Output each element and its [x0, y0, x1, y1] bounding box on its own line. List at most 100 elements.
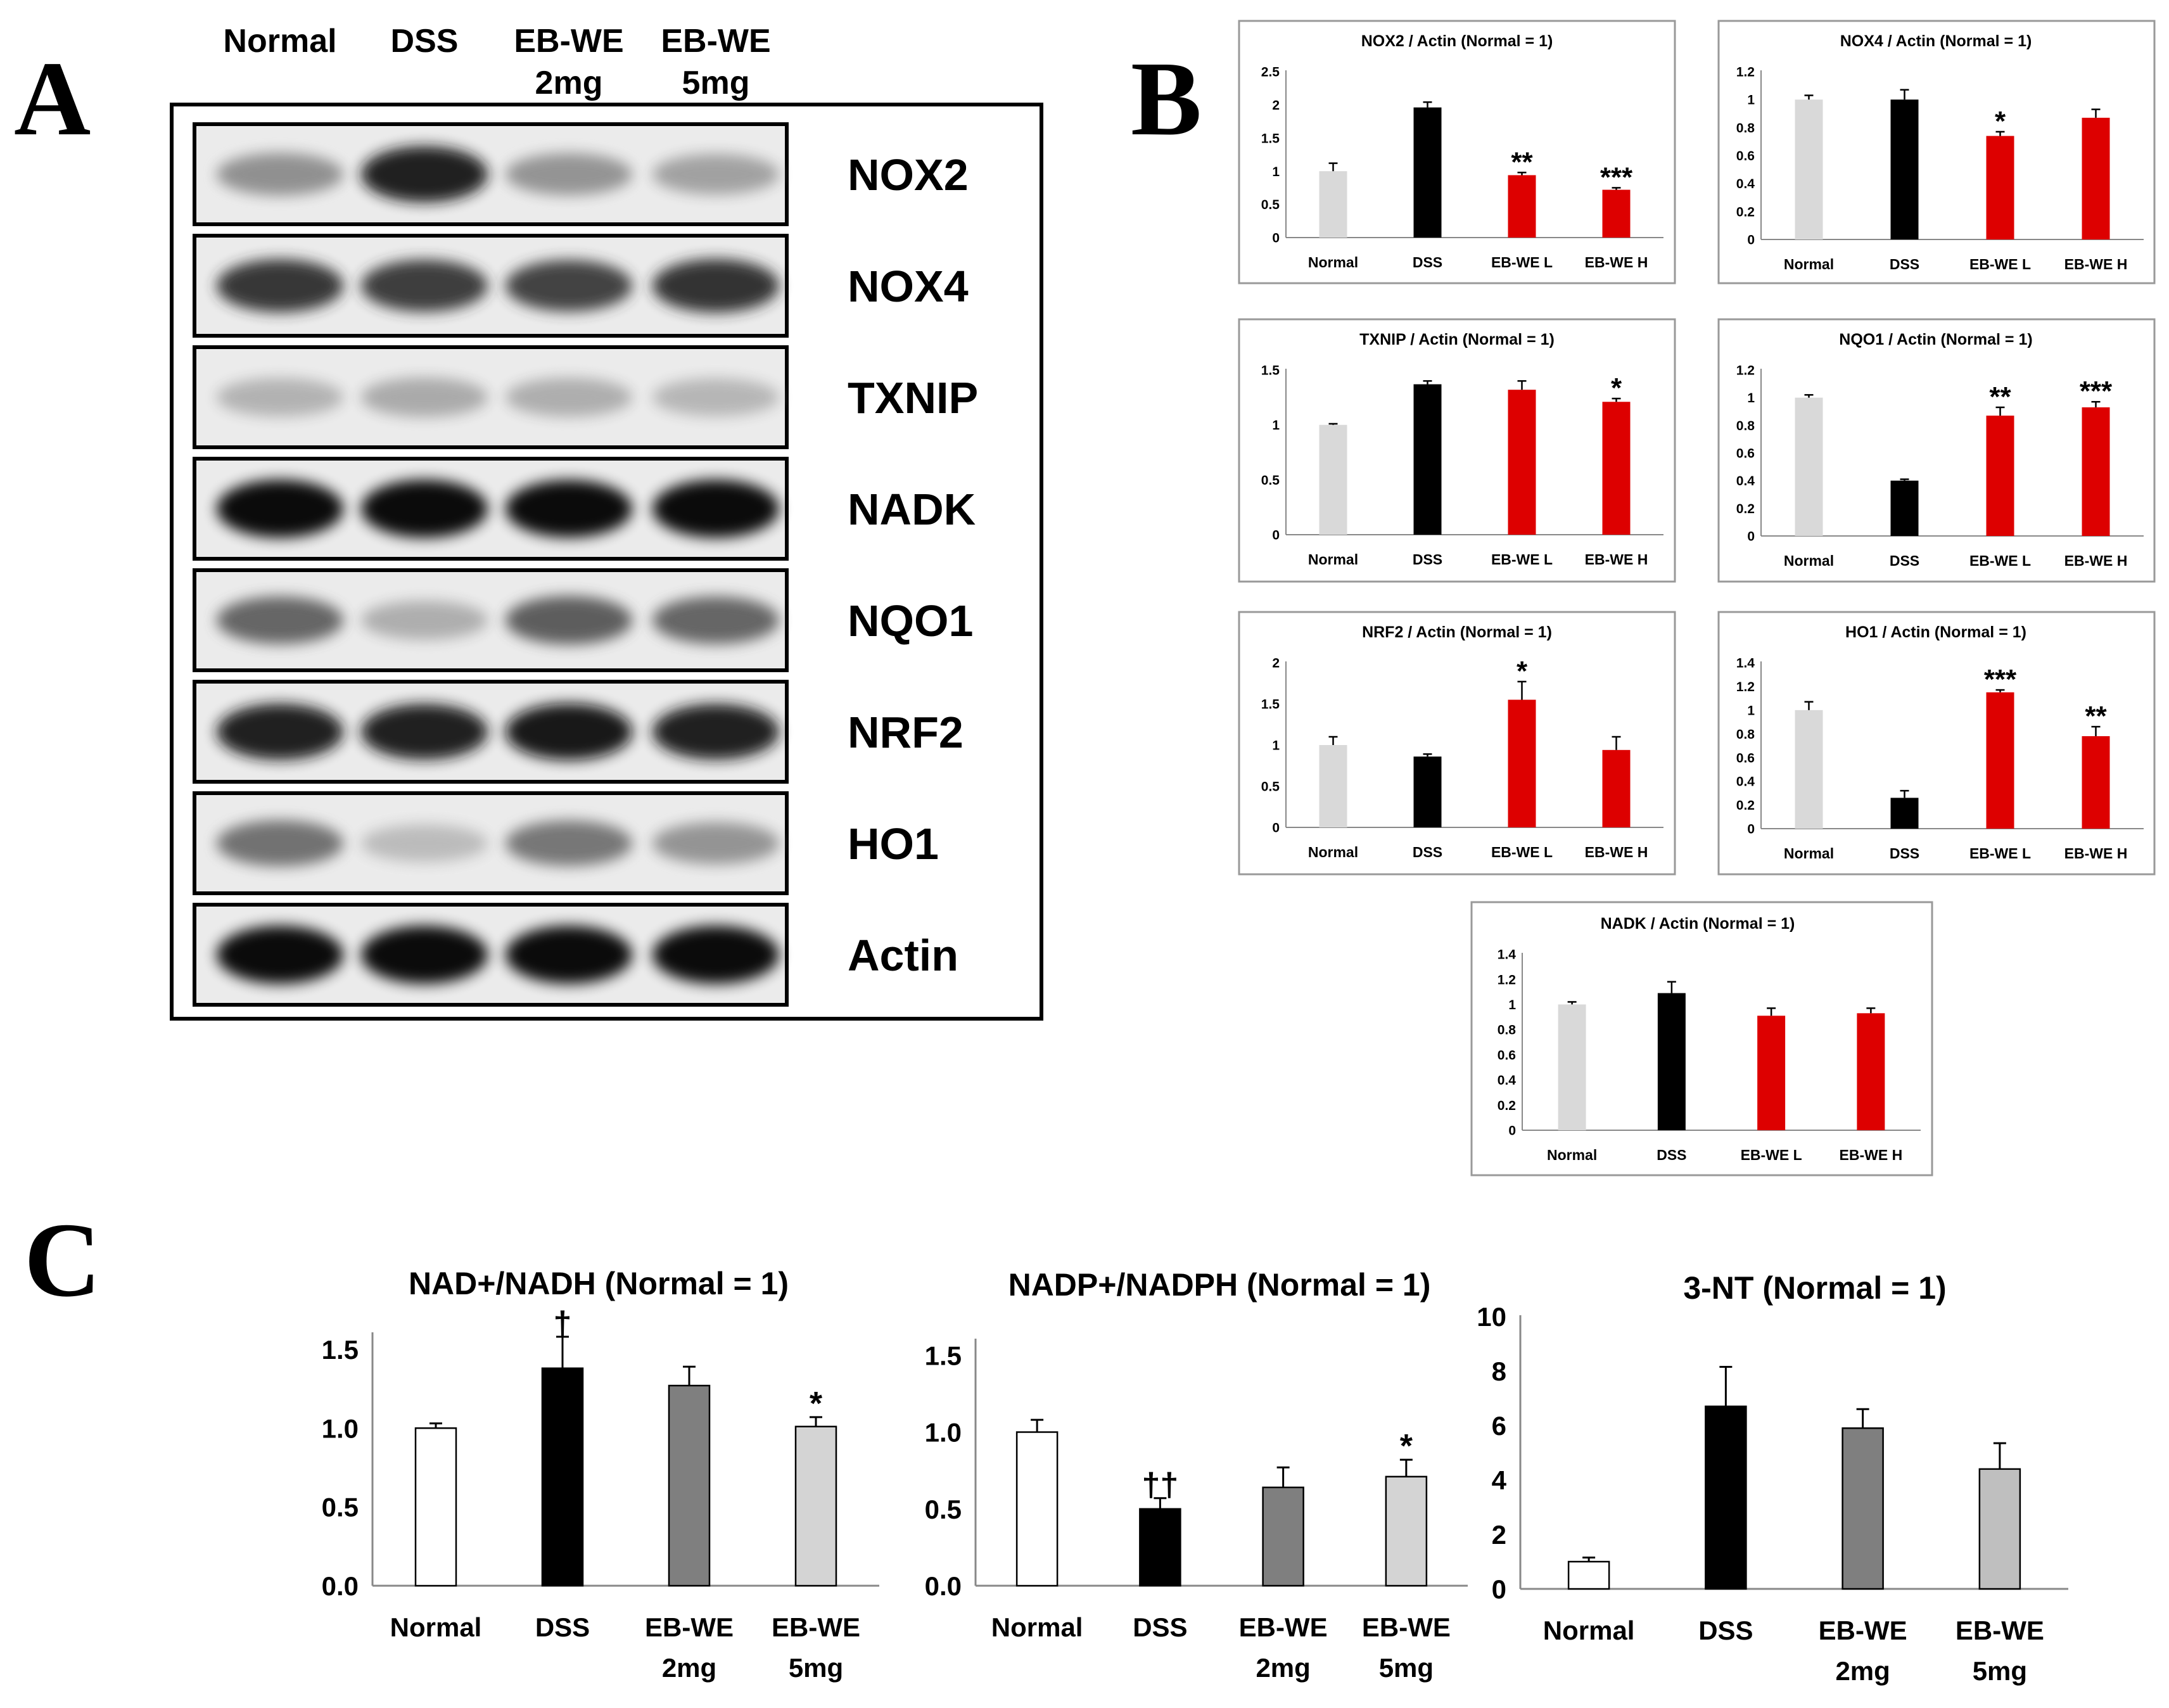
protein-label-txnip: TXNIP [848, 373, 978, 423]
band-nadk-lane-3 [652, 480, 779, 538]
chart-title-nad-nadh-normal-1: NAD+/NADH (Normal = 1) [409, 1266, 789, 1301]
significance-nadp-nadph-normal-1-1: †† [1142, 1467, 1178, 1503]
band-txnip-lane-1 [361, 377, 488, 417]
band-txnip-lane-3 [652, 378, 779, 416]
category-label-nadp-nadph-normal-1-2-1: 2mg [1256, 1653, 1310, 1683]
chart-title-nox2-actin-normal-1: NOX2 / Actin (Normal = 1) [1361, 32, 1553, 50]
protein-label-ho1: HO1 [848, 819, 939, 869]
bar-ho1-actin-normal-1-1 [1890, 798, 1919, 829]
category-label-nadp-nadph-normal-1-3-0: EB-WE [1362, 1612, 1451, 1642]
significance-txnip-actin-normal-1-3: * [1611, 373, 1622, 404]
y-tick-label-nox4-actin-normal-1-0: 0 [1747, 233, 1755, 248]
y-tick-label-3-nt-normal-1-1: 2 [1492, 1520, 1506, 1550]
band-nqo1-lane-1 [361, 601, 488, 640]
chart-frame-nqo1-actin-normal-1 [1717, 318, 2156, 583]
bar-nox4-actin-normal-1-3 [2082, 117, 2110, 239]
band-ho1-lane-1 [361, 824, 488, 862]
y-tick-label-nqo1-actin-normal-1-4: 0.8 [1736, 419, 1755, 433]
chart-title-nadp-nadph-normal-1: NADP+/NADPH (Normal = 1) [1008, 1267, 1431, 1303]
band-nox4-lane-3 [652, 258, 779, 313]
band-nox2-lane-2 [506, 153, 632, 196]
y-tick-label-nadk-actin-normal-1-0: 0 [1508, 1124, 1516, 1138]
y-tick-label-3-nt-normal-1-3: 6 [1492, 1411, 1506, 1441]
category-label-nad-nadh-normal-1-1: DSS [535, 1612, 590, 1642]
category-label-3-nt-normal-1-1: DSS [1698, 1616, 1753, 1645]
significance-ho1-actin-normal-1-2: *** [1984, 664, 2017, 695]
y-tick-label-3-nt-normal-1-4: 8 [1492, 1356, 1506, 1386]
lane-header-3-line-0: EB-WE [661, 23, 770, 60]
band-nox4-lane-0 [217, 259, 343, 312]
bar-nadp-nadph-normal-1-0 [1015, 1431, 1059, 1587]
significance-nad-nadh-normal-1-3: * [810, 1386, 823, 1422]
significance-ho1-actin-normal-1-3: ** [2085, 701, 2107, 732]
band-nadk-lane-0 [217, 480, 343, 538]
y-tick-label-nox4-actin-normal-1-3: 0.6 [1736, 149, 1755, 163]
category-label-nadk-actin-normal-1-1: DSS [1657, 1147, 1686, 1163]
y-tick-label-nad-nadh-normal-1-0: 0.0 [322, 1571, 359, 1601]
y-tick-label-ho1-actin-normal-1-2: 0.4 [1736, 775, 1755, 789]
bar-nad-nadh-normal-1-1 [541, 1367, 584, 1587]
panel-b-charts: NOX2 / Actin (Normal = 1) 0 0.5 1 1.5 2 2.5 Nor… [1238, 20, 2156, 1176]
chart-title-nadk-actin-normal-1: NADK / Actin (Normal = 1) [1601, 915, 1795, 933]
bar-nrf2-actin-normal-1-0 [1319, 745, 1347, 827]
panel-a-label: A [14, 40, 91, 158]
category-label-nad-nadh-normal-1-0: Normal [390, 1612, 482, 1642]
y-tick-label-ho1-actin-normal-1-6: 1.2 [1736, 680, 1755, 694]
band-nrf2-lane-0 [217, 703, 343, 760]
y-tick-label-ho1-actin-normal-1-3: 0.6 [1736, 751, 1755, 765]
y-tick-label-nad-nadh-normal-1-2: 1.0 [322, 1413, 359, 1443]
significance-nqo1-actin-normal-1-3: *** [2080, 376, 2113, 407]
band-nox4-lane-2 [506, 260, 632, 312]
y-tick-label-nad-nadh-normal-1-1: 0.5 [322, 1493, 359, 1522]
bar-nrf2-actin-normal-1-1 [1413, 756, 1442, 827]
category-label-nad-nadh-normal-1-2-1: 2mg [662, 1653, 716, 1683]
category-label-nqo1-actin-normal-1-0: Normal [1784, 552, 1834, 569]
bar-3-nt-normal-1-3 [1978, 1468, 2021, 1590]
bar-nadp-nadph-normal-1-2 [1262, 1486, 1304, 1587]
y-tick-label-ho1-actin-normal-1-5: 1 [1747, 703, 1755, 718]
band-nqo1-lane-2 [506, 596, 632, 645]
lane-header-0-line-0: Normal [223, 23, 336, 60]
bar-nadp-nadph-normal-1-1 [1139, 1508, 1181, 1587]
bar-3-nt-normal-1-1 [1705, 1405, 1747, 1590]
y-tick-label-nadp-nadph-normal-1-2: 1.0 [925, 1418, 962, 1448]
category-label-nadp-nadph-normal-1-0: Normal [991, 1612, 1083, 1642]
y-tick-label-nox2-actin-normal-1-1: 0.5 [1261, 198, 1280, 212]
protein-label-actin: Actin [848, 931, 958, 980]
category-label-3-nt-normal-1-2-0: EB-WE [1819, 1616, 1907, 1645]
y-tick-label-nqo1-actin-normal-1-5: 1 [1747, 391, 1755, 405]
category-label-txnip-actin-normal-1-2: EB-WE L [1491, 551, 1553, 568]
y-tick-label-nox4-actin-normal-1-1: 0.2 [1736, 205, 1755, 219]
band-nox2-lane-1 [361, 146, 488, 203]
bar-3-nt-normal-1-2 [1841, 1427, 1884, 1590]
significance-nrf2-actin-normal-1-2: * [1517, 656, 1528, 687]
bar-txnip-actin-normal-1-0 [1319, 424, 1347, 535]
band-nrf2-lane-3 [652, 704, 779, 760]
bar-nadk-actin-normal-1-0 [1558, 1004, 1586, 1130]
category-label-nadk-actin-normal-1-0: Normal [1547, 1147, 1597, 1163]
category-label-3-nt-normal-1-3-0: EB-WE [1956, 1616, 2044, 1645]
category-label-nrf2-actin-normal-1-1: DSS [1413, 844, 1442, 860]
category-label-nqo1-actin-normal-1-2: EB-WE L [1969, 552, 2031, 569]
bar-nadk-actin-normal-1-2 [1757, 1016, 1786, 1130]
band-nox2-lane-3 [652, 154, 779, 194]
category-label-nox4-actin-normal-1-0: Normal [1784, 256, 1834, 272]
y-tick-label-txnip-actin-normal-1-2: 1 [1272, 418, 1280, 433]
y-tick-label-nox4-actin-normal-1-5: 1 [1747, 93, 1755, 108]
category-label-nox4-actin-normal-1-3: EB-WE H [2064, 256, 2128, 272]
band-nrf2-lane-2 [506, 703, 632, 760]
y-tick-label-nadk-actin-normal-1-5: 1 [1508, 998, 1516, 1012]
y-tick-label-nox4-actin-normal-1-2: 0.4 [1736, 177, 1755, 191]
chart-title-nrf2-actin-normal-1: NRF2 / Actin (Normal = 1) [1362, 623, 1552, 641]
chart-title-nox4-actin-normal-1: NOX4 / Actin (Normal = 1) [1840, 32, 2032, 50]
y-tick-label-nadp-nadph-normal-1-1: 0.5 [925, 1494, 962, 1524]
protein-label-nrf2: NRF2 [848, 708, 964, 757]
bar-ho1-actin-normal-1-0 [1795, 710, 1823, 829]
category-label-txnip-actin-normal-1-0: Normal [1308, 551, 1358, 568]
bar-nqo1-actin-normal-1-0 [1795, 397, 1823, 536]
significance-nad-nadh-normal-1-1: † [554, 1305, 572, 1342]
y-tick-label-nrf2-actin-normal-1-0: 0 [1272, 821, 1280, 836]
y-tick-label-3-nt-normal-1-2: 4 [1492, 1465, 1507, 1495]
significance-nox4-actin-normal-1-2: * [1995, 106, 2006, 137]
